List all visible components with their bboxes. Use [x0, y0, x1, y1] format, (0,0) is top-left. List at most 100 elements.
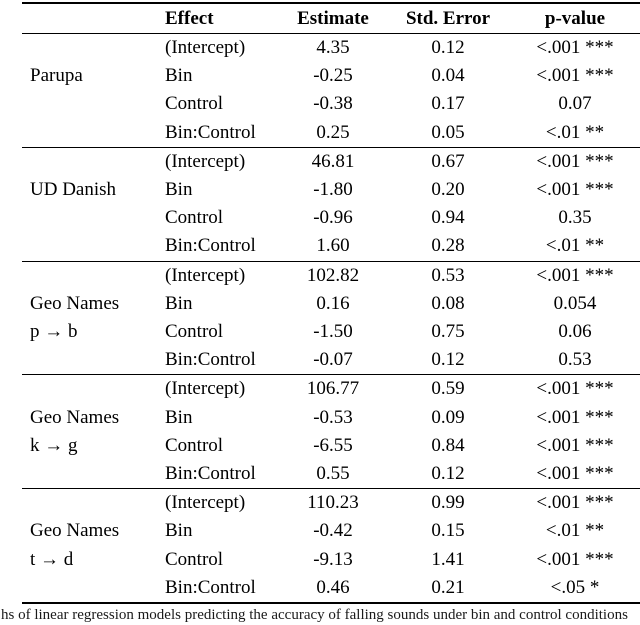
group-label-line: k → g [30, 434, 78, 456]
effect-cell: Bin:Control [165, 463, 256, 485]
table-row: Bin:Control 0.55 0.12 <.001 *** [22, 460, 640, 489]
table-row: Control -0.38 0.17 0.07 [22, 90, 640, 118]
table-row: Control -9.13 1.41 <.001 *** [22, 546, 640, 574]
estimate-cell: -0.96 [313, 207, 353, 229]
effect-cell: Bin [165, 65, 193, 87]
estimate-cell: -1.80 [313, 179, 353, 201]
estimate-cell: 0.55 [316, 463, 350, 485]
std-error-cell: 0.53 [431, 264, 465, 286]
effect-cell: Bin [165, 406, 193, 428]
effect-cell: (Intercept) [165, 264, 246, 286]
table-row: Control -6.55 0.84 <.001 *** [22, 432, 640, 460]
table-group: Parupa (Intercept) 4.35 0.12 <.001 *** Bin -0.… [22, 34, 640, 148]
group-label: Geo Names k → g [22, 375, 160, 489]
p-value-cell: <.001 *** [536, 65, 614, 87]
p-value-cell: <.01 ** [545, 235, 605, 257]
estimate-cell: 46.81 [311, 150, 355, 172]
table-group: Geo Names t → d (Intercept) 110.23 0.99 <.001… [22, 488, 640, 603]
std-error-cell: 0.99 [431, 492, 465, 514]
p-value-cell: 0.054 [553, 292, 597, 314]
estimate-cell: 110.23 [307, 492, 359, 514]
effect-cell: (Intercept) [165, 492, 246, 514]
header-row: Effect Estimate Std. Error p-value [22, 3, 640, 34]
std-error-cell: 0.12 [431, 349, 465, 371]
table-group: Geo Names k → g (Intercept) 106.77 0.59 <.001… [22, 374, 640, 489]
table-row: Geo Names p → b (Intercept) 102.82 0.53 <.001… [22, 261, 640, 342]
std-error-cell: 0.12 [431, 37, 465, 58]
p-value-cell: 0.53 [558, 349, 592, 371]
std-error-cell: 0.59 [431, 378, 465, 400]
column-header-estimate: Estimate [297, 7, 369, 29]
effect-cell: Bin [165, 520, 193, 542]
std-error-cell: 0.08 [431, 292, 465, 314]
group-label: Geo Names p → b [22, 261, 160, 375]
estimate-cell: -0.25 [313, 65, 353, 87]
effect-cell: Bin:Control [165, 235, 256, 257]
effect-cell: (Intercept) [165, 378, 246, 400]
table-row: Bin -0.53 0.09 <.001 *** [22, 404, 640, 432]
table-row: Control -1.50 0.75 0.06 [22, 318, 640, 346]
table-row: UD Danish (Intercept) 46.81 0.67 <.001 *** [22, 147, 640, 200]
group-label-line: Parupa [30, 65, 83, 87]
group-label-line: Geo Names [30, 406, 120, 428]
std-error-cell: 0.21 [431, 576, 465, 598]
estimate-cell: -9.13 [313, 548, 353, 570]
p-value-cell: 0.07 [558, 93, 592, 115]
effect-cell: (Intercept) [165, 150, 246, 172]
table-row: Geo Names t → d (Intercept) 110.23 0.99 <.001… [22, 489, 640, 569]
std-error-cell: 0.94 [431, 207, 465, 229]
group-label-line: p → b [30, 321, 78, 342]
p-value-cell: <.001 *** [536, 406, 614, 428]
group-label: Parupa [22, 34, 160, 148]
estimate-cell: 0.25 [316, 121, 350, 143]
table-row: Bin -1.80 0.20 <.001 *** [22, 176, 640, 204]
group-label-line: Geo Names [30, 292, 120, 314]
effect-cell: Bin:Control [165, 576, 256, 598]
estimate-cell: -0.53 [313, 406, 353, 428]
p-value-cell: <.01 ** [545, 121, 605, 143]
effect-cell: (Intercept) [165, 37, 246, 58]
std-error-cell: 0.84 [431, 434, 465, 456]
p-value-cell: <.01 ** [545, 520, 605, 542]
table-row: Bin:Control 1.60 0.28 <.01 ** [22, 232, 640, 261]
table-row: Bin 0.16 0.08 0.054 [22, 290, 640, 318]
estimate-cell: -6.55 [313, 434, 353, 456]
p-value-cell: <.001 *** [536, 548, 614, 570]
table-row: Bin:Control -0.07 0.12 0.53 [22, 346, 640, 375]
table-header: Effect Estimate Std. Error p-value [22, 3, 640, 34]
effect-cell: Control [165, 93, 224, 115]
p-value-cell: <.05 * [550, 576, 600, 598]
table-row: Geo Names k → g (Intercept) 106.77 0.59 <.001… [22, 375, 640, 455]
table-row: Bin:Control 0.46 0.21 <.05 * [22, 574, 640, 603]
regression-results-table-wrap: Effect Estimate Std. Error p-value Parup… [22, 2, 640, 605]
estimate-cell: -0.07 [313, 349, 353, 371]
effect-cell: Control [165, 207, 224, 229]
effect-cell: Control [165, 434, 224, 456]
p-value-cell: 0.06 [558, 321, 592, 343]
p-value-cell: <.001 *** [536, 150, 614, 172]
std-error-cell: 0.12 [431, 463, 465, 485]
estimate-cell: -0.38 [313, 93, 353, 115]
estimate-cell: 0.16 [316, 292, 350, 314]
std-error-cell: 0.09 [431, 406, 465, 428]
std-error-cell: 0.05 [431, 121, 465, 143]
effect-cell: Control [165, 548, 224, 570]
group-label-line: UD Danish [30, 179, 117, 200]
std-error-cell: 0.28 [431, 235, 465, 257]
group-label: UD Danish [22, 147, 160, 261]
std-error-cell: 0.04 [431, 65, 465, 87]
p-value-cell: <.001 *** [536, 463, 614, 485]
p-value-cell: <.001 *** [536, 492, 614, 514]
estimate-cell: 106.77 [306, 378, 360, 400]
table-row: Bin:Control 0.25 0.05 <.01 ** [22, 119, 640, 148]
table-group: UD Danish (Intercept) 46.81 0.67 <.001 *** Bi… [22, 147, 640, 261]
std-error-cell: 0.15 [431, 520, 465, 542]
regression-results-table: Effect Estimate Std. Error p-value Parup… [22, 2, 640, 605]
table-row: Control -0.96 0.94 0.35 [22, 204, 640, 232]
effect-cell: Bin:Control [165, 121, 256, 143]
std-error-cell: 0.20 [431, 179, 465, 201]
std-error-cell: 0.17 [431, 93, 465, 115]
effect-cell: Bin:Control [165, 349, 256, 371]
p-value-cell: <.001 *** [536, 434, 614, 456]
